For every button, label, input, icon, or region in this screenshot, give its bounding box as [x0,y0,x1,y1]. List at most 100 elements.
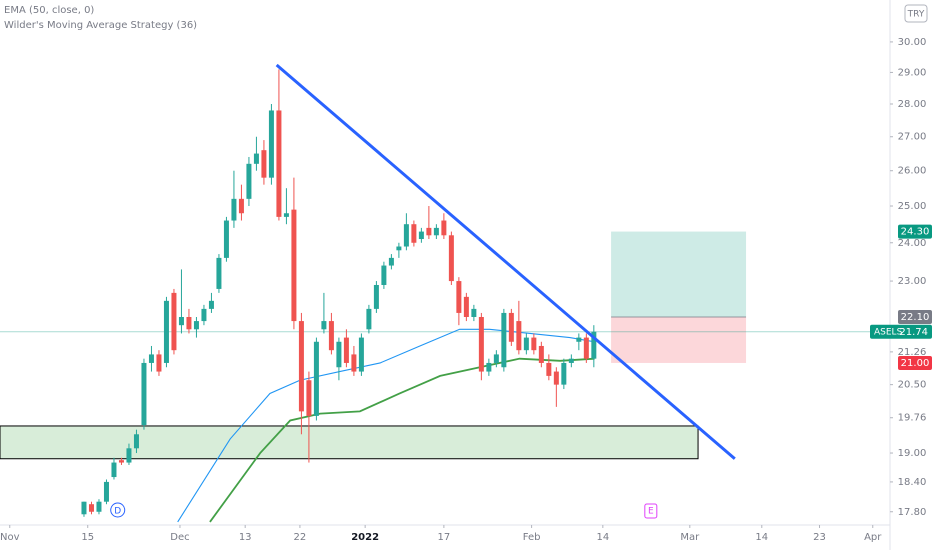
y-tick-label: 25.00 [898,201,927,212]
y-tick-label: 18.40 [898,477,927,488]
x-tick-label: 14 [596,532,609,543]
y-tick-label: 19.76 [898,413,927,424]
candle-body [351,354,357,372]
marker-label: D [114,507,121,517]
y-tick-label: 30.00 [898,37,927,48]
target-price: 24.30 [901,227,930,238]
x-tick-label: Apr [864,532,882,543]
candle-body [88,504,94,512]
x-tick-label: 2022 [351,532,379,543]
x-tick-label: Feb [523,532,541,543]
candle-body [306,380,312,416]
candle-body [523,337,529,351]
candle-body [531,337,537,351]
candle-body [538,345,544,363]
x-tick-label: Dec [170,532,189,543]
candle-body [223,220,229,258]
y-tick-label: 27.00 [898,132,927,143]
candle-body [118,460,124,463]
entry-price-box [898,309,932,324]
candle-body [178,316,184,326]
candle-body [163,300,169,363]
candle-body [231,198,237,221]
ma-line [209,357,595,523]
last-price-box [870,324,932,339]
candle-body [373,284,379,309]
candle-body [561,362,567,385]
ma-line [177,328,595,523]
support-zone [0,425,699,460]
candle-body [81,501,87,515]
candle-body [576,337,582,342]
trendline [275,63,736,460]
candle-body [403,224,409,247]
stop-area [611,316,747,363]
candle-body [253,153,259,164]
candle-body [96,501,102,512]
y-tick-label: 17.80 [898,507,927,518]
candle-body [486,362,492,372]
candle-body [426,227,432,236]
candle-body [238,198,244,214]
currency-label[interactable]: TRY [907,10,925,20]
x-tick-label: 23 [813,532,826,543]
candle-body [268,110,274,178]
candle-body [328,321,334,351]
candle-body [201,308,207,322]
candle-body [133,434,139,449]
candle-body [501,312,507,368]
x-tick-label: 22 [294,532,307,543]
y-tick-label: 26.00 [898,166,927,177]
y-tick-label: 29.00 [898,67,927,78]
candle-body [396,246,402,251]
candle-body [313,341,319,416]
marker-label: E [648,507,654,517]
candle-body [156,354,162,372]
candle-body [388,257,394,266]
y-tick-label: 20.50 [898,380,927,391]
dividend-marker [110,502,126,518]
candle-body [508,312,514,342]
candle-body [216,257,222,289]
candle-body [441,220,447,236]
candle-body [208,300,214,309]
symbol-label: ASELS [874,327,903,337]
x-tick-label: 13 [239,532,252,543]
x-tick-label: 14 [755,532,768,543]
target-price-box [898,224,932,239]
last-price: 21.74 [899,327,928,338]
candle-body [418,231,424,240]
candle-body [591,331,597,359]
candle-body [103,481,109,502]
candle-body [336,341,342,368]
y-tick-label: 23.00 [898,276,927,287]
candle-body [148,354,154,363]
candle-body [291,209,297,322]
candle-body [433,227,439,236]
candle-body [298,321,304,412]
candle-body [111,462,117,478]
y-tick-label: 21.26 [898,347,927,358]
target-area [611,231,747,317]
candle-body [186,316,192,330]
currency-button[interactable] [904,4,928,23]
candle-body [546,362,552,376]
candle-body [343,337,349,363]
x-tick-label: Nov [0,532,20,543]
candle-body [516,321,522,351]
candle-body [381,265,387,285]
x-tick-label: Mar [680,532,700,543]
candle-body [126,448,132,463]
candle-body [321,321,327,330]
candle-body [141,362,147,426]
candle-body [463,296,469,317]
x-tick-label: 15 [81,532,94,543]
candle-body [478,316,484,372]
candle-body [358,337,364,372]
y-tick-label: 28.00 [898,99,927,110]
x-tick-label: 17 [438,532,451,543]
candle-body [493,354,499,363]
stop-price-box [898,355,932,370]
